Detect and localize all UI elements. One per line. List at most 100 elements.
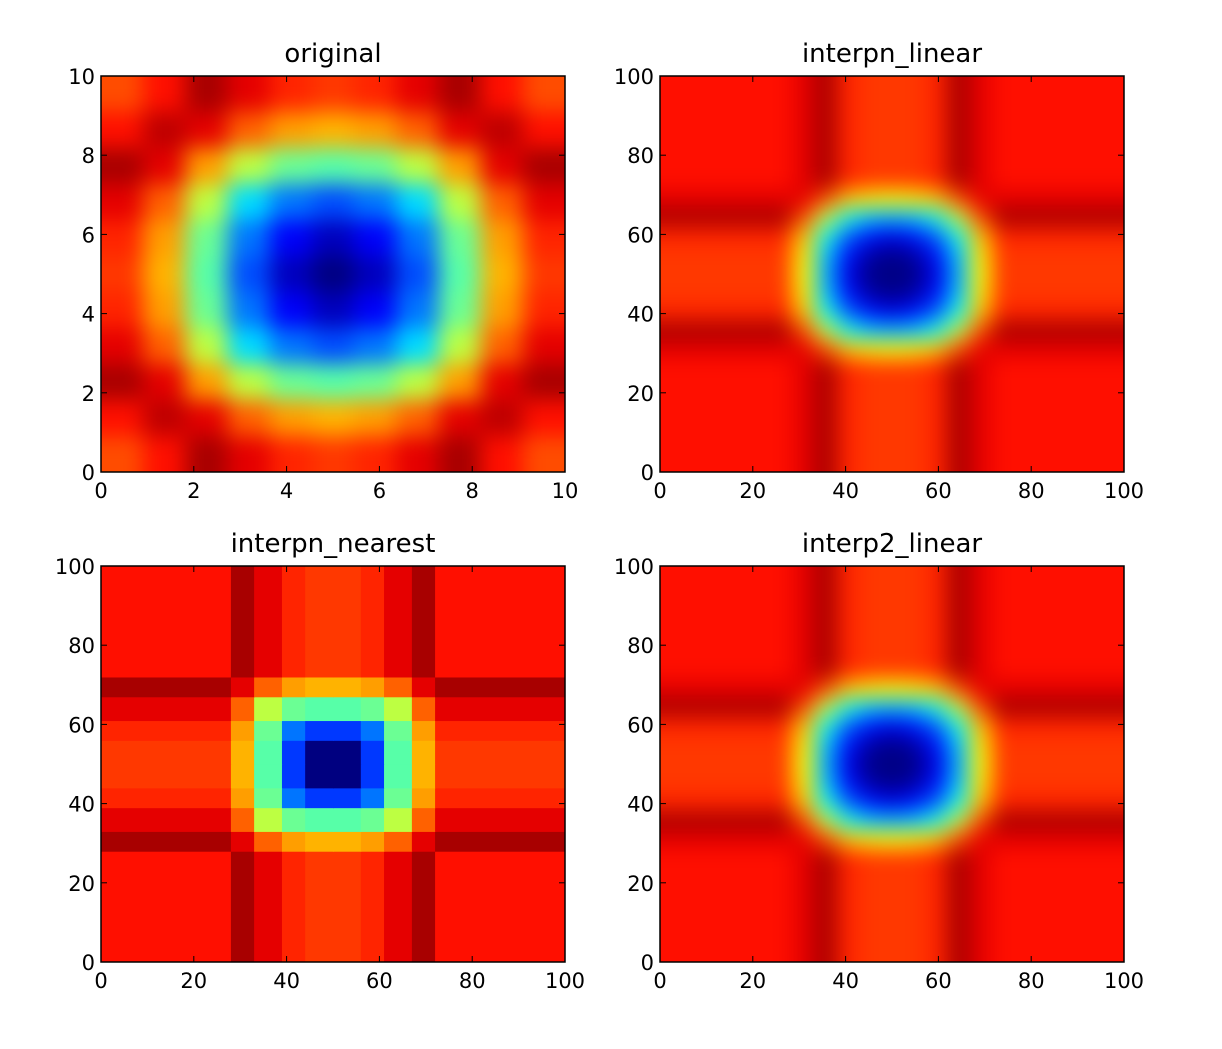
heatmap-cell	[185, 184, 229, 221]
heatmap-cell	[1079, 716, 1103, 737]
heatmap-cell	[333, 740, 362, 765]
heatmap-cell	[748, 773, 772, 793]
heatmap-cell	[726, 226, 749, 247]
heatmap-cell	[101, 256, 144, 293]
heatmap-cell	[682, 773, 705, 793]
heatmap-cell	[1035, 132, 1059, 153]
heatmap-cell	[660, 622, 683, 643]
heatmap-cell	[660, 170, 683, 190]
heatmap-cell	[770, 151, 794, 171]
heatmap-cell	[991, 735, 1015, 756]
heatmap-cell	[435, 787, 565, 809]
x-tick-label: 80	[459, 969, 486, 993]
heatmap-cell	[311, 220, 355, 257]
heatmap-cell	[792, 132, 816, 153]
heatmap-cell	[991, 151, 1015, 171]
heatmap-cell	[305, 740, 334, 765]
heatmap-cell	[792, 113, 816, 134]
heatmap-cell	[991, 943, 1015, 962]
heatmap-cell	[660, 716, 683, 737]
heatmap-cell	[792, 924, 816, 944]
heatmap-cell	[880, 792, 904, 812]
heatmap-cell	[1079, 679, 1103, 699]
heatmap-cell	[1057, 792, 1081, 812]
heatmap-cell	[770, 566, 794, 586]
heatmap-cell	[858, 94, 882, 115]
heatmap-cell	[748, 698, 772, 718]
heatmap-cell	[880, 226, 904, 247]
heatmap-cell	[311, 292, 355, 329]
heatmap-cell	[770, 76, 794, 96]
heatmap-cell	[969, 698, 993, 718]
heatmap-cell	[682, 584, 705, 605]
heatmap-cell	[682, 170, 705, 190]
heatmap-cell	[969, 434, 993, 454]
heatmap-cell	[1057, 943, 1081, 962]
y-tick-label: 40	[627, 793, 654, 817]
heatmap-cell	[925, 94, 948, 115]
heatmap-cell	[1057, 698, 1081, 718]
heatmap-cell	[880, 679, 904, 699]
heatmap-cell	[101, 831, 232, 852]
heatmap-cell	[770, 792, 794, 812]
heatmap-cell	[1013, 321, 1037, 341]
heatmap-cell	[770, 924, 794, 944]
heatmap-cell	[1035, 603, 1059, 624]
heatmap-cell	[1079, 905, 1103, 925]
heatmap-cell	[1101, 641, 1124, 661]
heatmap-cell	[1035, 735, 1059, 756]
heatmap-cell	[354, 184, 397, 221]
heatmap-cell	[836, 132, 860, 153]
heatmap-cell	[1013, 340, 1037, 360]
heatmap-cell	[1101, 716, 1124, 737]
heatmap-smooth-layer	[660, 76, 1124, 472]
heatmap-cell	[814, 905, 838, 925]
heatmap-cell	[682, 377, 705, 398]
heatmap-cell	[858, 245, 882, 266]
heatmap-cell	[748, 226, 772, 247]
heatmap-cell	[770, 396, 794, 417]
heatmap-cell	[792, 76, 816, 96]
heatmap-cell	[1057, 208, 1081, 228]
heatmap-cell	[227, 76, 271, 113]
heatmap-cell	[969, 358, 993, 379]
x-tick-label: 4	[280, 479, 293, 503]
heatmap-cell	[682, 396, 705, 417]
heatmap-cell	[726, 340, 749, 360]
heatmap-cell	[814, 245, 838, 266]
heatmap-cell	[748, 358, 772, 379]
heatmap-cell	[1035, 151, 1059, 171]
heatmap-cell	[947, 302, 970, 322]
heatmap-cell	[814, 830, 838, 850]
heatmap-cell	[814, 396, 838, 417]
y-tick-label: 60	[68, 713, 95, 737]
heatmap-cell	[411, 676, 436, 698]
subplot-title: original	[284, 39, 381, 69]
heatmap-cell	[726, 434, 749, 454]
x-tick-label: 100	[1104, 969, 1144, 993]
heatmap-cell	[384, 676, 413, 698]
heatmap-cell	[1101, 566, 1124, 586]
heatmap-cell	[1079, 886, 1103, 907]
heatmap-cell	[880, 603, 904, 624]
heatmap-cell	[726, 396, 749, 417]
heatmap-cell	[396, 148, 440, 185]
heatmap-cell	[858, 886, 882, 907]
heatmap-cell	[748, 886, 772, 907]
heatmap-cell	[227, 292, 271, 329]
heatmap-cell	[814, 94, 838, 115]
heatmap-cell	[1057, 245, 1081, 266]
heatmap-cell	[384, 831, 413, 852]
y-tick-label: 4	[82, 303, 95, 327]
heatmap-cell	[1079, 641, 1103, 661]
heatmap-cell	[1013, 792, 1037, 812]
heatmap-cell	[660, 264, 683, 285]
heatmap-cell	[1057, 716, 1081, 737]
heatmap-cell	[792, 679, 816, 699]
heatmap-cell	[1101, 453, 1124, 472]
heatmap-cell	[354, 328, 397, 365]
heatmap-cell	[143, 292, 186, 329]
heatmap-cell	[903, 698, 926, 718]
heatmap-cell	[254, 787, 283, 809]
heatmap-cell	[991, 396, 1015, 417]
